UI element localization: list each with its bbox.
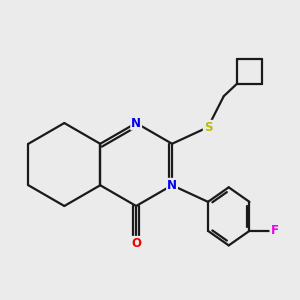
Text: N: N — [131, 116, 141, 130]
Text: O: O — [131, 237, 141, 250]
Text: F: F — [270, 224, 278, 237]
Text: N: N — [167, 179, 177, 192]
Text: S: S — [204, 121, 212, 134]
